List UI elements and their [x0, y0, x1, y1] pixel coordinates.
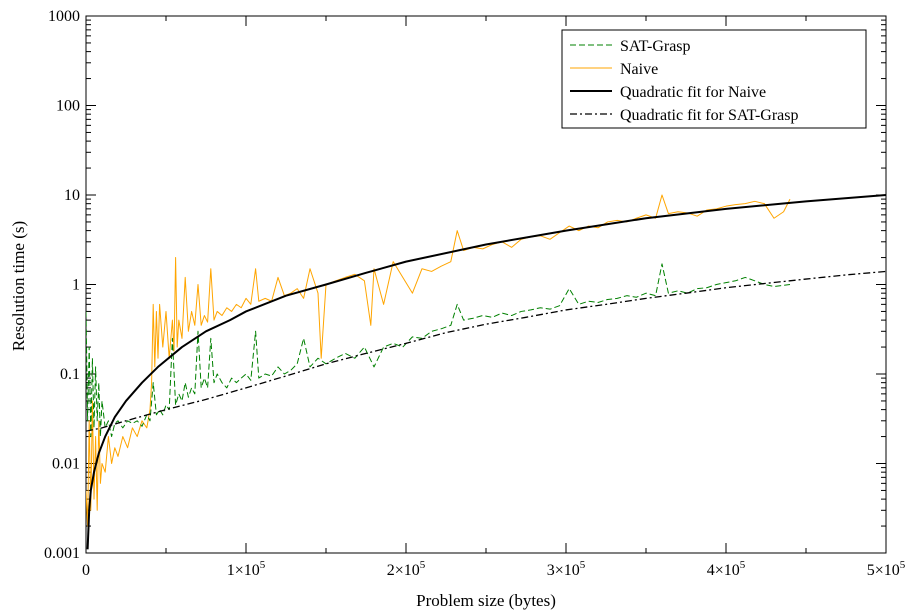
legend-entry-sat-grasp: SAT-Grasp: [570, 38, 691, 55]
series-naive: [86, 194, 791, 527]
x-tick-label-3: 3×105: [547, 559, 586, 579]
x-tick-label-1: 1×105: [227, 559, 266, 579]
legend-label-quadratic-sat-grasp: Quadratic fit for SAT-Grasp: [620, 107, 798, 124]
series-quadratic-fit-sat-grasp: [86, 270, 886, 432]
legend-entry-quadratic-sat-grasp: Quadratic fit for SAT-Grasp: [570, 107, 798, 124]
series-sat-grasp: [86, 263, 791, 438]
y-tick-label-2: 0.1: [60, 366, 80, 383]
y-tick-label-5: 100: [56, 98, 80, 115]
x-tick-label-0: 0: [82, 562, 90, 579]
y-tick-label-0: 0.001: [44, 545, 80, 562]
y-axis-label: Resolution time (s): [9, 221, 28, 351]
x-axis-label: Problem size (bytes): [416, 591, 556, 610]
x-tick-label-5: 5×105: [867, 559, 906, 579]
x-tick-labels: 0 1×105 2×105 3×105 4×105 5×105: [82, 559, 906, 579]
y-tick-label-6: 1000: [48, 8, 80, 25]
y-tick-label-4: 10: [64, 187, 80, 204]
legend-entry-quadratic-naive: Quadratic fit for Naive: [570, 84, 766, 101]
legend-label-quadratic-naive: Quadratic fit for Naive: [620, 84, 766, 101]
legend: SAT-Grasp Naive Quadratic fit for Naive …: [561, 29, 867, 129]
x-tick-label-2: 2×105: [387, 559, 426, 579]
legend-entry-naive: Naive: [570, 61, 658, 78]
y-tick-label-1: 0.01: [52, 456, 80, 473]
series-quadratic-fit-naive: [86, 194, 886, 550]
y-tick-labels: 0.001 0.01 0.1 1 10 100 1000: [44, 8, 80, 562]
legend-box: [561, 29, 867, 129]
series-layer: [86, 194, 886, 550]
y-tick-label-3: 1: [72, 277, 80, 294]
legend-label-sat-grasp: SAT-Grasp: [620, 38, 691, 55]
x-tick-label-4: 4×105: [707, 559, 746, 579]
legend-label-naive: Naive: [620, 61, 658, 78]
